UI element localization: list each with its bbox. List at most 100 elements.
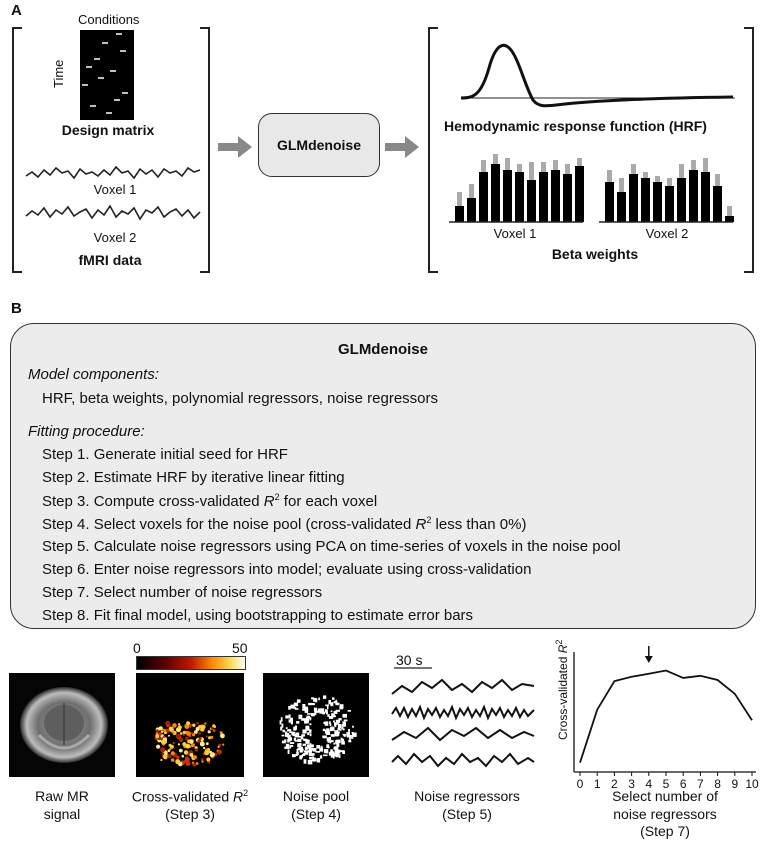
pool-voxel — [335, 723, 340, 725]
cv-voxel — [219, 731, 223, 735]
pool-voxel — [294, 733, 298, 738]
pool-voxel — [326, 744, 330, 748]
raw-mr-image — [9, 673, 115, 777]
beta-errorbar — [727, 206, 732, 222]
cv-voxel — [182, 733, 185, 736]
pool-voxel — [342, 728, 345, 731]
cv-voxel — [205, 742, 209, 746]
pool-voxel — [306, 744, 311, 748]
cv-voxel — [191, 732, 194, 734]
cv-voxel — [177, 725, 182, 730]
cv-voxel — [203, 746, 206, 750]
cv-voxel — [156, 744, 161, 749]
pool-voxel — [308, 747, 314, 751]
cv-voxel — [175, 759, 181, 765]
beta-bar — [551, 170, 560, 222]
pool-voxel — [316, 758, 321, 763]
cv-voxel — [183, 750, 189, 755]
r-symbol: R — [263, 493, 275, 510]
beta-bar — [515, 172, 524, 222]
pool-voxel — [332, 752, 337, 757]
pool-voxel — [282, 729, 286, 733]
cv-voxel — [186, 745, 188, 748]
pool-voxel — [293, 726, 297, 731]
pool-voxel — [352, 732, 357, 737]
pool-voxel — [340, 737, 343, 740]
cv-voxel — [175, 733, 181, 739]
cv-voxel — [222, 743, 225, 746]
pool-voxel — [293, 706, 297, 709]
left-bracket-close — [200, 27, 210, 273]
noise-regressor-selection-chart: 0 1 2 3 4 5 6 7 8 9 10 — [573, 646, 759, 790]
pool-voxel — [349, 735, 351, 740]
cv-voxel — [172, 732, 175, 735]
cv-voxel — [182, 730, 186, 734]
pool-voxel — [301, 754, 306, 756]
pool-voxel — [285, 731, 288, 734]
pool-voxel — [299, 748, 303, 753]
cv-voxel — [195, 726, 200, 732]
beta-voxel1-label: Voxel 1 — [493, 226, 537, 241]
pool-voxel — [281, 723, 284, 728]
pool-voxel — [315, 751, 320, 753]
pool-voxel — [333, 720, 335, 723]
pool-voxel — [285, 744, 289, 749]
pool-voxel — [334, 730, 338, 734]
pool-voxel — [339, 750, 344, 753]
pool-voxel — [335, 719, 341, 723]
pool-voxel — [316, 745, 321, 749]
cv-voxel — [199, 741, 205, 747]
pool-voxel — [279, 720, 282, 725]
pool-voxel — [289, 745, 292, 749]
pool-voxel — [330, 754, 334, 758]
step-3: Step 3. Compute cross-validated R2 for e… — [42, 492, 377, 510]
pool-voxel — [301, 718, 304, 721]
sel-caption-line2: noise regressors — [613, 806, 717, 822]
cv-voxel — [178, 737, 184, 743]
cv-voxel — [210, 735, 214, 739]
pool-voxel — [346, 734, 351, 738]
pool-voxel — [284, 746, 287, 749]
pool-voxel — [327, 714, 330, 717]
pool-voxel — [348, 729, 350, 732]
pool-voxel — [294, 740, 299, 742]
cv-voxel — [160, 758, 163, 762]
pool-voxel — [342, 721, 346, 726]
cv-voxel — [176, 755, 180, 759]
fmri-voxel2-label: Voxel 2 — [93, 230, 137, 245]
beta-weights-voxel2 — [599, 158, 734, 223]
pool-voxel — [307, 760, 313, 765]
pool-voxel — [329, 721, 331, 725]
pool-voxel — [340, 729, 342, 731]
pool-voxel — [288, 734, 291, 738]
cv-voxel — [172, 723, 177, 728]
pool-voxel — [306, 713, 312, 715]
pool-voxel — [310, 703, 315, 706]
pool-voxel — [296, 748, 299, 754]
pool-voxel — [304, 710, 309, 713]
pool-voxel — [306, 715, 310, 719]
panel-a-letter: A — [11, 2, 22, 19]
step-2: Step 2. Estimate HRF by iterative linear… — [42, 469, 345, 486]
pool-voxel — [290, 721, 293, 725]
pool-voxel — [297, 743, 302, 748]
pool-voxel — [326, 731, 331, 735]
fmri-data-caption: fMRI data — [78, 252, 142, 268]
pool-voxel — [337, 702, 340, 705]
glmdenoise-summary-panel: GLMdenoise Model components: HRF, beta w… — [10, 323, 756, 629]
cv-voxel — [220, 733, 225, 739]
pool-voxel — [324, 721, 329, 726]
pool-voxel — [320, 708, 325, 713]
chart-ylabel-text: Cross-validated — [556, 653, 570, 740]
step-7: Step 7. Select number of noise regressor… — [42, 584, 323, 601]
sel-caption-line1: Select number of — [612, 788, 718, 804]
pool-voxel — [293, 702, 299, 707]
pool-voxel — [323, 754, 328, 757]
pool-voxel — [304, 747, 308, 750]
pool-voxel — [289, 742, 295, 744]
cv-voxel — [209, 752, 215, 758]
pool-voxel — [280, 726, 283, 731]
pool-voxel — [337, 724, 341, 729]
chart-x-tick-label: 9 — [731, 777, 738, 790]
cv-voxel — [204, 750, 210, 756]
